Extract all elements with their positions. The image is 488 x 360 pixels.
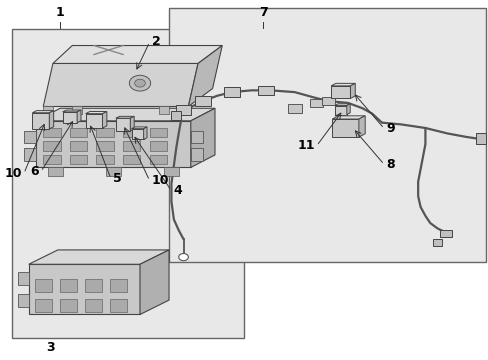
Polygon shape bbox=[35, 299, 52, 312]
Text: 1: 1 bbox=[56, 6, 64, 19]
Polygon shape bbox=[131, 129, 143, 139]
Polygon shape bbox=[116, 116, 134, 118]
Polygon shape bbox=[169, 8, 485, 262]
Polygon shape bbox=[309, 99, 323, 107]
Polygon shape bbox=[43, 128, 61, 137]
Polygon shape bbox=[96, 155, 114, 164]
Polygon shape bbox=[62, 110, 81, 112]
Polygon shape bbox=[35, 279, 52, 292]
Polygon shape bbox=[106, 167, 121, 176]
Polygon shape bbox=[332, 119, 358, 137]
Polygon shape bbox=[164, 167, 178, 176]
Polygon shape bbox=[258, 86, 273, 95]
Polygon shape bbox=[77, 110, 81, 123]
Polygon shape bbox=[29, 250, 169, 264]
Polygon shape bbox=[85, 112, 107, 114]
Text: 5: 5 bbox=[113, 172, 122, 185]
Polygon shape bbox=[358, 116, 365, 137]
Polygon shape bbox=[334, 105, 346, 114]
Polygon shape bbox=[178, 107, 188, 114]
Polygon shape bbox=[53, 45, 222, 63]
Polygon shape bbox=[131, 127, 147, 129]
Polygon shape bbox=[149, 128, 167, 137]
Polygon shape bbox=[32, 111, 54, 113]
Polygon shape bbox=[116, 118, 130, 131]
Polygon shape bbox=[110, 299, 127, 312]
Polygon shape bbox=[70, 155, 87, 164]
Text: 10: 10 bbox=[151, 174, 169, 187]
Polygon shape bbox=[102, 112, 107, 128]
Polygon shape bbox=[36, 121, 190, 167]
Polygon shape bbox=[190, 148, 203, 161]
Polygon shape bbox=[190, 108, 215, 167]
Polygon shape bbox=[140, 250, 169, 315]
Text: 11: 11 bbox=[297, 139, 314, 152]
Polygon shape bbox=[130, 116, 134, 131]
Polygon shape bbox=[332, 116, 365, 119]
Text: 3: 3 bbox=[46, 341, 55, 354]
Polygon shape bbox=[321, 97, 335, 105]
Polygon shape bbox=[12, 30, 244, 338]
Polygon shape bbox=[85, 279, 102, 292]
Circle shape bbox=[178, 253, 188, 261]
Polygon shape bbox=[439, 230, 451, 237]
Polygon shape bbox=[43, 107, 53, 114]
Polygon shape bbox=[85, 114, 102, 128]
Polygon shape bbox=[334, 104, 349, 105]
Polygon shape bbox=[123, 155, 140, 164]
Text: 6: 6 bbox=[30, 165, 39, 178]
Polygon shape bbox=[143, 127, 147, 139]
Polygon shape bbox=[287, 104, 301, 113]
Polygon shape bbox=[43, 141, 61, 150]
Polygon shape bbox=[36, 108, 215, 121]
Polygon shape bbox=[24, 131, 36, 143]
Polygon shape bbox=[346, 104, 349, 114]
Polygon shape bbox=[123, 128, 140, 137]
Polygon shape bbox=[60, 279, 77, 292]
Polygon shape bbox=[110, 279, 127, 292]
Polygon shape bbox=[176, 105, 191, 115]
Polygon shape bbox=[475, 134, 485, 144]
Polygon shape bbox=[18, 294, 29, 307]
Polygon shape bbox=[188, 45, 222, 107]
Polygon shape bbox=[60, 299, 77, 312]
Polygon shape bbox=[18, 272, 29, 285]
Polygon shape bbox=[350, 84, 355, 98]
Text: 2: 2 bbox=[152, 35, 161, 49]
Text: 9: 9 bbox=[386, 122, 394, 135]
Text: 8: 8 bbox=[386, 158, 394, 171]
Polygon shape bbox=[85, 299, 102, 312]
Polygon shape bbox=[49, 111, 54, 129]
Polygon shape bbox=[149, 155, 167, 164]
Text: 10: 10 bbox=[4, 167, 22, 180]
Polygon shape bbox=[48, 167, 62, 176]
Polygon shape bbox=[70, 141, 87, 150]
Polygon shape bbox=[62, 112, 77, 123]
Polygon shape bbox=[190, 131, 203, 143]
Polygon shape bbox=[29, 264, 140, 315]
Polygon shape bbox=[96, 141, 114, 150]
Polygon shape bbox=[330, 84, 355, 86]
Circle shape bbox=[134, 79, 145, 87]
Polygon shape bbox=[149, 141, 167, 150]
Polygon shape bbox=[43, 155, 61, 164]
Polygon shape bbox=[70, 128, 87, 137]
Circle shape bbox=[129, 75, 150, 91]
Polygon shape bbox=[224, 87, 239, 97]
Polygon shape bbox=[96, 128, 114, 137]
Polygon shape bbox=[32, 113, 49, 129]
Polygon shape bbox=[159, 107, 169, 114]
Polygon shape bbox=[432, 239, 442, 246]
Polygon shape bbox=[72, 107, 82, 114]
Text: 7: 7 bbox=[259, 6, 267, 19]
Polygon shape bbox=[171, 111, 181, 120]
Polygon shape bbox=[330, 86, 350, 98]
Polygon shape bbox=[43, 63, 198, 107]
Polygon shape bbox=[123, 141, 140, 150]
Polygon shape bbox=[24, 148, 36, 161]
Text: 4: 4 bbox=[173, 184, 182, 197]
Polygon shape bbox=[195, 96, 210, 106]
